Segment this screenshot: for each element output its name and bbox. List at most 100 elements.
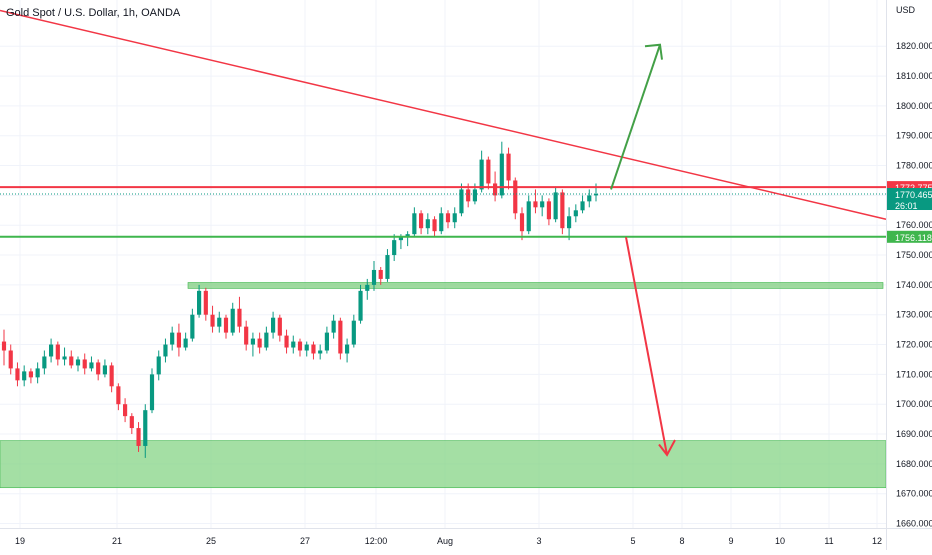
y-tick-label: 1720.000 [896, 340, 932, 350]
candle-body [264, 332, 269, 348]
candle-body [324, 332, 329, 351]
candle-body [156, 356, 161, 375]
candle-body [419, 213, 424, 229]
candle-body [513, 180, 518, 214]
candle-body [445, 213, 451, 223]
y-tick-label: 1800.000 [896, 101, 932, 111]
candle-body [486, 159, 491, 184]
candle-body [351, 320, 356, 345]
x-tick-label: 21 [112, 536, 122, 546]
candle-body [526, 201, 531, 232]
candle-body [96, 362, 101, 375]
x-tick-label: 5 [630, 536, 635, 546]
candle-body [183, 338, 188, 348]
candle-body [210, 314, 215, 327]
y-tick-label: 1740.000 [896, 280, 932, 290]
x-tick-label: 11 [824, 536, 833, 546]
price-label-box [887, 230, 932, 243]
candle-body [277, 317, 282, 336]
bullish-arrow [610, 44, 661, 190]
candle-body [499, 153, 504, 196]
candle-body [479, 159, 484, 190]
y-tick-label: 1760.000 [896, 220, 932, 230]
candle-body [190, 314, 195, 339]
candle-body [230, 308, 235, 333]
candle-body [378, 269, 383, 279]
candle-body [338, 320, 343, 354]
grid [0, 0, 886, 528]
candle-body [250, 338, 255, 345]
x-tick-label: 27 [300, 536, 310, 546]
candle-body [257, 338, 262, 348]
descending-trendline [0, 9, 887, 220]
candle-body [237, 308, 242, 327]
y-tick-label: 1700.000 [896, 399, 932, 409]
candle-body [533, 201, 538, 208]
x-tick-label: 9 [728, 536, 733, 546]
candle-body [466, 189, 471, 202]
candle-body [197, 290, 202, 315]
candle-body [123, 404, 128, 417]
drawings [0, 9, 887, 457]
candle-body [170, 332, 175, 345]
candle-body [493, 183, 498, 196]
y-tick-label: 1750.000 [896, 250, 932, 260]
price-label-text: 1770.465 [895, 190, 932, 200]
candle-body [136, 428, 141, 446]
x-tick-label: 12 [872, 536, 882, 546]
y-tick-label: 1730.000 [896, 310, 932, 320]
bullish-arrow-head [644, 43, 663, 60]
currency-label: USD [896, 5, 916, 15]
candles [1, 141, 599, 458]
price-label-text: 1756.118 [895, 233, 932, 243]
candle-body [244, 326, 249, 345]
candle-body [331, 320, 336, 333]
candle-body [28, 371, 33, 378]
candle-body [371, 269, 377, 285]
candle-body [129, 416, 134, 429]
candle-body [291, 341, 296, 348]
bearish-arrow-head [658, 439, 676, 457]
candle-body [459, 189, 464, 214]
candle-body [55, 344, 60, 360]
candle-body [49, 344, 54, 357]
support-zone [0, 440, 887, 489]
candle-body [82, 359, 87, 369]
candle-body [297, 341, 303, 351]
candle-body [304, 344, 309, 351]
candle-body [365, 284, 370, 291]
chart-title: Gold Spot / U.S. Dollar, 1h, OANDA [6, 7, 181, 19]
y-tick-label: 1680.000 [896, 459, 932, 469]
candle-body [553, 192, 558, 220]
candle-body [163, 344, 168, 357]
support-zone [187, 282, 884, 289]
y-tick-label: 1780.000 [896, 161, 932, 171]
candle-body [358, 290, 363, 321]
y-tick-label: 1690.000 [896, 429, 932, 439]
y-tick-label: 1710.000 [896, 369, 932, 379]
x-tick-label: 10 [775, 536, 785, 546]
candle-body [116, 386, 121, 405]
candle-body [345, 344, 350, 354]
candle-body [432, 219, 437, 232]
candle-body [22, 371, 27, 381]
candle-body [143, 410, 148, 446]
candle-body [318, 350, 323, 354]
candle-body [15, 368, 20, 381]
bearish-arrow [625, 236, 668, 456]
x-tick-label: 25 [206, 536, 216, 546]
zones [0, 282, 887, 489]
y-tick-label: 1660.000 [896, 519, 932, 529]
candle-body [102, 365, 107, 375]
candle-body [89, 362, 94, 369]
candle-body [452, 213, 457, 223]
candle-body [560, 192, 565, 229]
candle-body [593, 193, 599, 196]
candle-body [580, 201, 585, 211]
candle-body [69, 356, 74, 366]
candle-body [149, 374, 155, 411]
candle-body [223, 317, 229, 333]
